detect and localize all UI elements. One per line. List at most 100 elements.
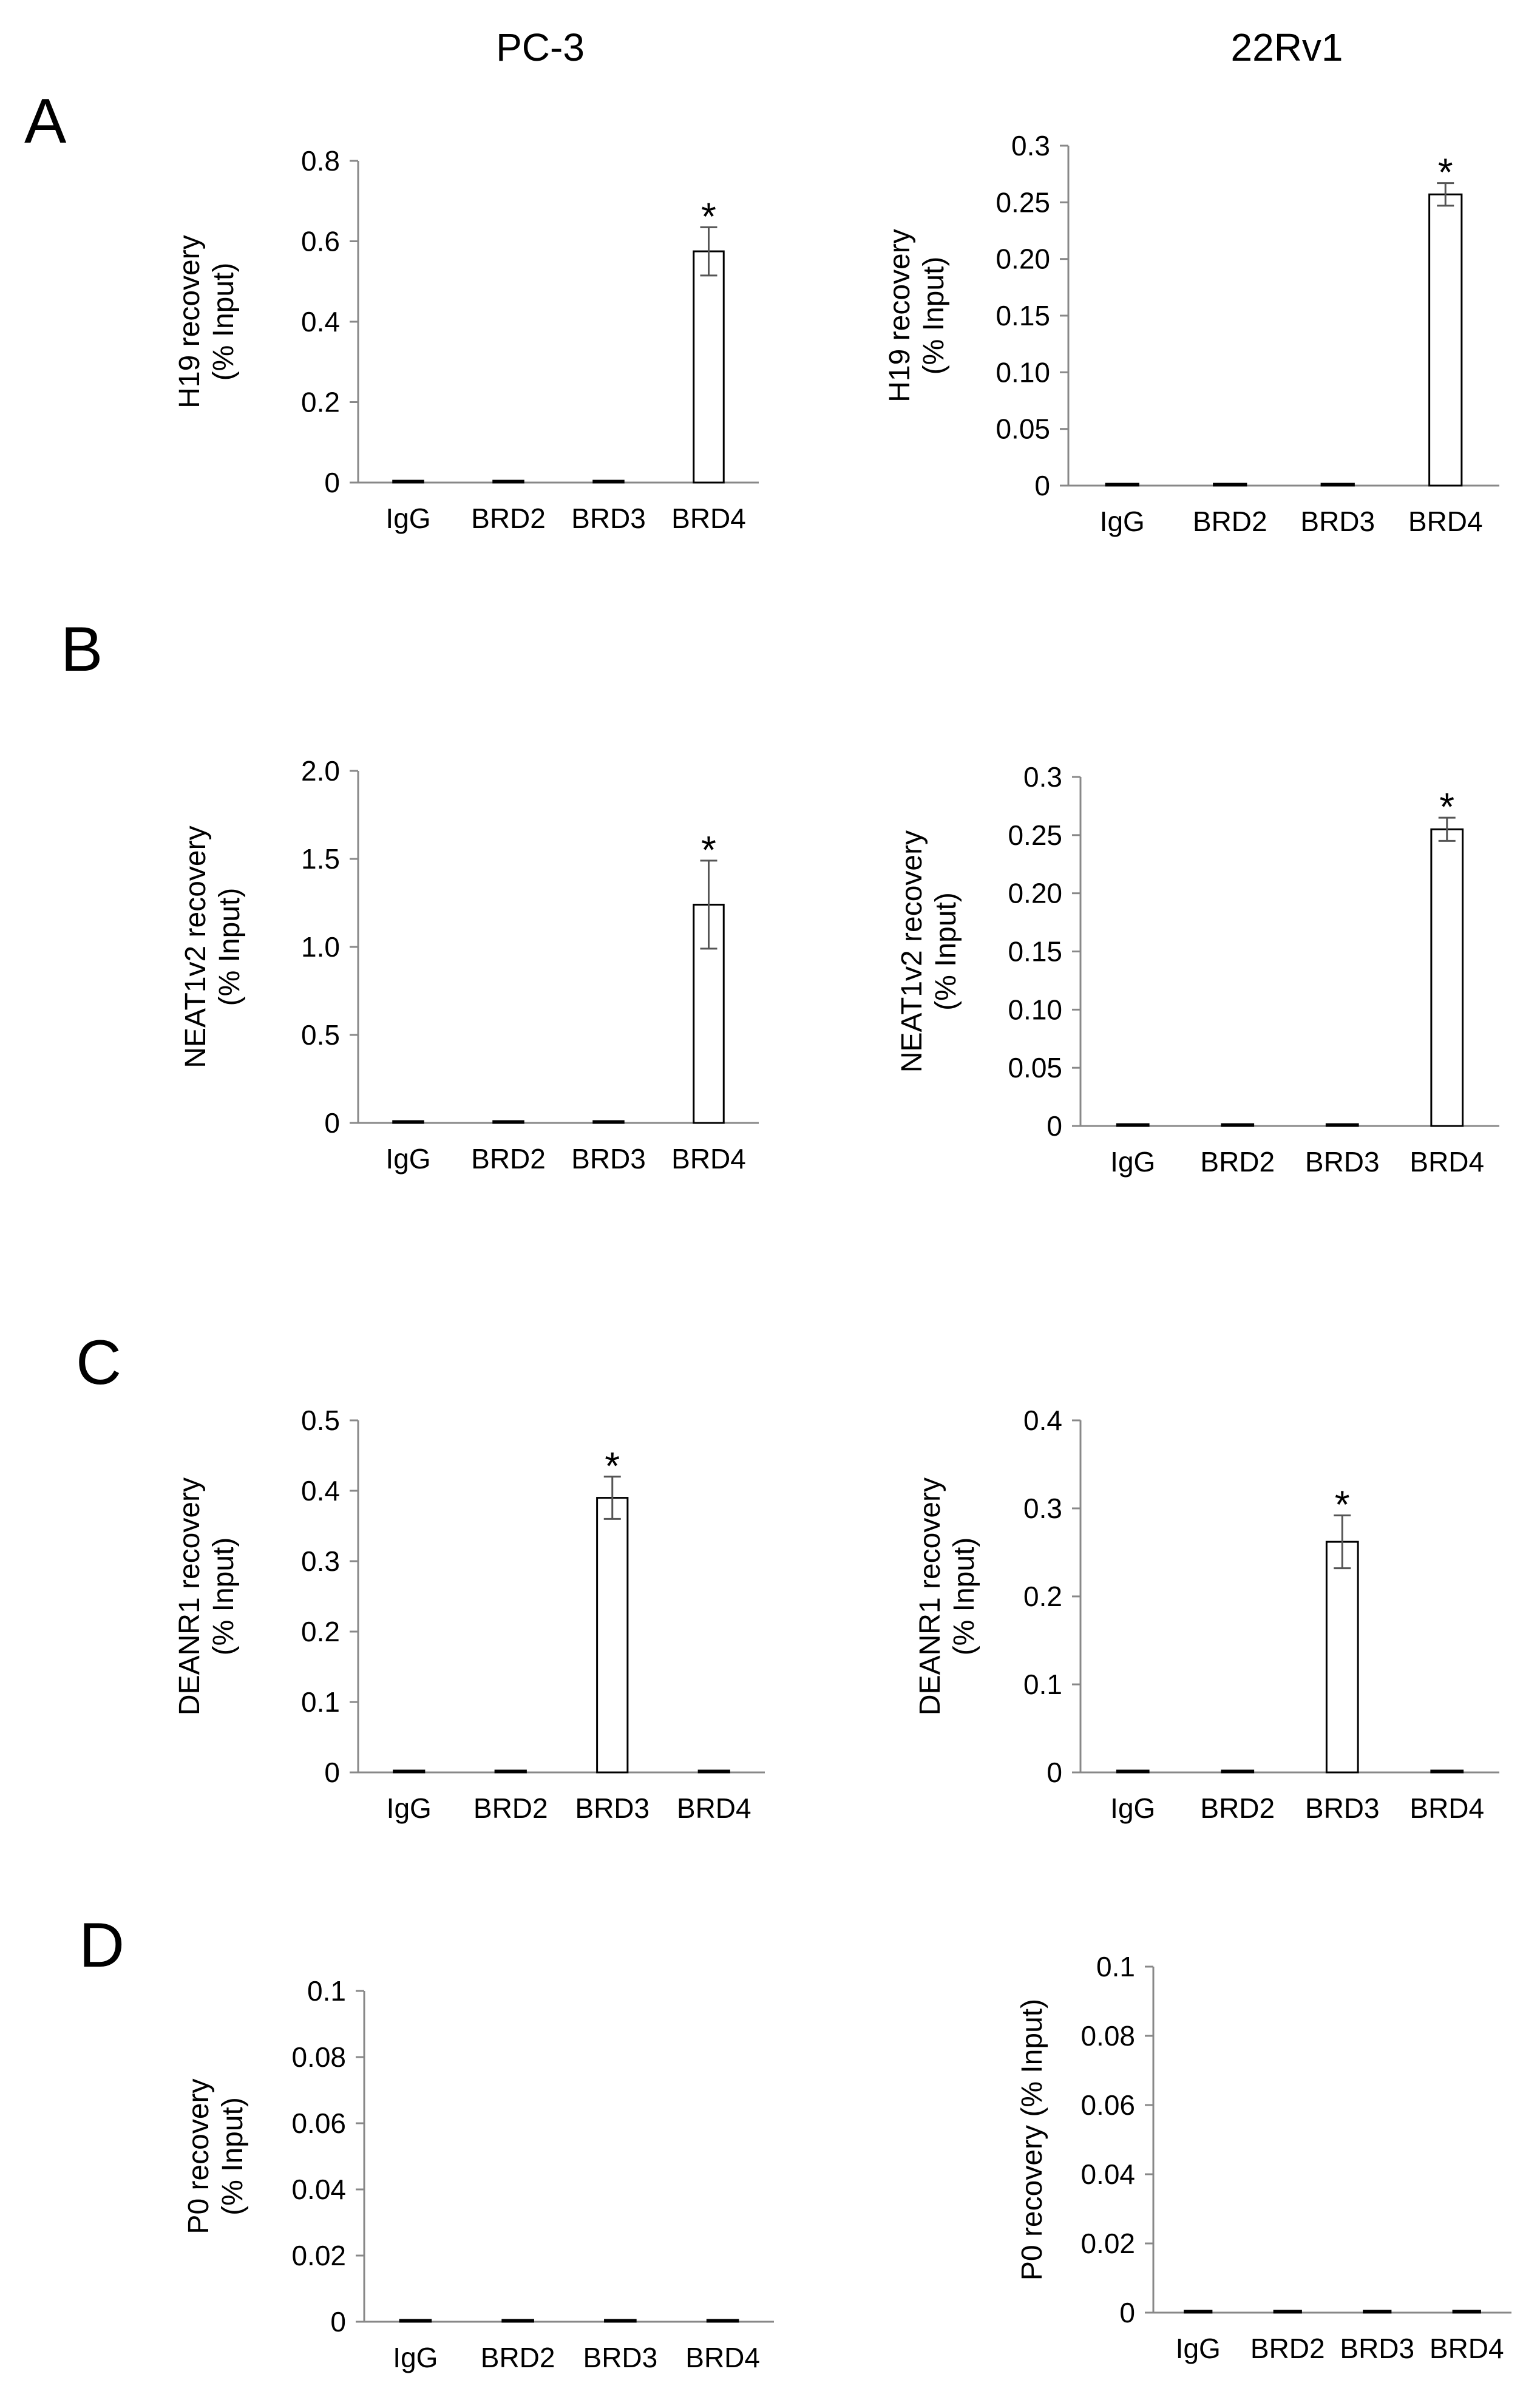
chart-A-PC3: 0 0.2 0.4 0.6 0.8 H19 recovery (% Input) IgG BRD… [174, 145, 759, 534]
y-axis-label: DEANR1 recovery [914, 1477, 946, 1715]
y-axis-label: (% Input) [208, 263, 240, 381]
bar-brd2 [492, 480, 524, 484]
bar-igg [392, 480, 424, 484]
y-axis-label: NEAT1v2 recovery [180, 826, 212, 1068]
y-tick-label: 0 [324, 467, 340, 498]
error-bar [603, 1476, 621, 1520]
y-tick-label: 0 [330, 2306, 346, 2338]
y-tick-label: 0.2 [301, 1616, 340, 1647]
y-tick-label: 0 [1046, 1757, 1062, 1788]
bar-igg [1116, 1123, 1150, 1127]
y-axis-label: (% Input) [918, 257, 950, 375]
significance-asterisk: * [1438, 151, 1453, 194]
y-axis-label: H19 recovery [174, 235, 206, 408]
error-bar [1438, 816, 1456, 842]
y-tick-label: 0.3 [301, 1545, 340, 1577]
x-tick-label: BRD4 [677, 1792, 751, 1824]
y-tick-label: 0.06 [291, 2107, 346, 2139]
x-tick-label: IgG [385, 1143, 430, 1175]
y-tick-label: 0 [1119, 2297, 1135, 2328]
bar-brd3 [1320, 483, 1355, 487]
chart-D-PC3: 0 0.02 0.04 0.06 0.08 0.1 P0 recovery (% Input)… [183, 1975, 774, 2373]
panel-label-d: D [79, 1910, 124, 1981]
y-tick-label: 0.3 [1023, 761, 1062, 793]
bar-brd2 [494, 1769, 527, 1774]
y-tick-label: 0.4 [1023, 1405, 1062, 1436]
panel-label-b: B [61, 614, 103, 685]
bar-brd3 [1325, 1541, 1359, 1774]
x-tick-label: BRD2 [1250, 2333, 1325, 2364]
x-tick-label: BRD4 [671, 1143, 746, 1175]
y-tick-label: 0 [1034, 470, 1050, 501]
x-tick-label: BRD3 [1300, 506, 1375, 537]
y-axis-label: P0 recovery [183, 2078, 215, 2234]
y-tick-label: 0 [324, 1107, 340, 1139]
bar-brd2 [1221, 1123, 1255, 1127]
x-tick-label: BRD2 [471, 503, 546, 534]
error-bar [1334, 1514, 1351, 1570]
significance-asterisk: * [1335, 1483, 1350, 1527]
y-tick-label: 0.20 [1008, 878, 1062, 909]
y-axis-label: DEANR1 recovery [174, 1477, 206, 1715]
y-tick-label: 0.02 [1080, 2228, 1135, 2259]
x-tick-label: BRD2 [471, 1143, 546, 1175]
y-tick-label: 0.04 [1080, 2158, 1135, 2190]
y-tick-label: 0.04 [291, 2174, 346, 2205]
chart-B-22Rv1: 0 0.05 0.10 0.15 0.20 0.25 0.3 NEAT1v2 recovery… [896, 761, 1499, 1178]
y-tick-label: 0.4 [301, 1475, 340, 1507]
x-tick-label: BRD4 [1408, 506, 1483, 537]
x-tick-label: BRD4 [1409, 1792, 1484, 1824]
x-tick-label: BRD4 [1430, 2333, 1504, 2364]
bar-brd3 [592, 480, 625, 484]
y-tick-label: 0.1 [1096, 1951, 1135, 1982]
y-tick-label: 0.05 [996, 413, 1050, 445]
chart-B-PC3: 0 0.5 1.0 1.5 2.0 NEAT1v2 recovery (% Input) Ig… [180, 755, 759, 1175]
y-tick-label: 0.15 [996, 300, 1050, 331]
x-tick-label: BRD4 [671, 503, 746, 534]
y-tick-label: 0.3 [1023, 1493, 1062, 1524]
y-axis-label: P0 recovery (% Input) [1016, 1999, 1048, 2280]
y-tick-label: 0.15 [1008, 936, 1062, 968]
x-tick-label: BRD3 [1305, 1792, 1380, 1824]
bar-brd4 [1430, 1769, 1464, 1774]
chart-C-PC3: 0 0.1 0.2 0.3 0.4 0.5 DEANR1 recovery (% Input)… [174, 1405, 765, 1824]
y-tick-label: 0.5 [301, 1405, 340, 1436]
y-tick-label: 1.0 [301, 931, 340, 963]
bar-igg [1105, 483, 1139, 487]
error-bar [700, 226, 717, 277]
x-tick-label: BRD3 [575, 1792, 650, 1824]
y-tick-label: 0 [324, 1757, 340, 1788]
column-title-pc3: PC-3 [496, 25, 585, 69]
x-tick-label: IgG [393, 2342, 438, 2373]
y-axis-label: (% Input) [948, 1538, 980, 1656]
y-tick-label: 0.08 [1080, 2020, 1135, 2052]
x-tick-label: BRD2 [1193, 506, 1267, 537]
error-bar [1437, 182, 1454, 207]
bar-igg [392, 1120, 424, 1124]
x-tick-label: IgG [385, 503, 430, 534]
y-tick-label: 0.25 [1008, 819, 1062, 851]
x-tick-label: BRD2 [473, 1792, 548, 1824]
y-tick-label: 0.06 [1080, 2089, 1135, 2121]
bar-brd3 [596, 1497, 629, 1774]
x-tick-label: BRD3 [1340, 2333, 1414, 2364]
y-tick-label: 0.05 [1008, 1052, 1062, 1083]
bar-brd4 [706, 2319, 739, 2323]
significance-asterisk: * [605, 1444, 620, 1488]
column-title-22rv1: 22Rv1 [1231, 25, 1343, 69]
x-tick-label: BRD2 [1200, 1146, 1275, 1178]
bar-igg [1184, 2310, 1213, 2314]
x-tick-label: BRD2 [481, 2342, 555, 2373]
bar-brd2 [1273, 2310, 1302, 2314]
bar-brd2 [1213, 483, 1247, 487]
bar-brd4 [693, 250, 725, 484]
significance-asterisk: * [701, 194, 716, 238]
y-axis-label: H19 recovery [884, 229, 916, 402]
y-tick-label: 0.1 [307, 1975, 346, 2007]
bar-igg [393, 1769, 426, 1774]
y-tick-label: 2.0 [301, 755, 340, 787]
x-tick-label: IgG [1100, 506, 1145, 537]
bar-brd3 [1363, 2310, 1392, 2314]
